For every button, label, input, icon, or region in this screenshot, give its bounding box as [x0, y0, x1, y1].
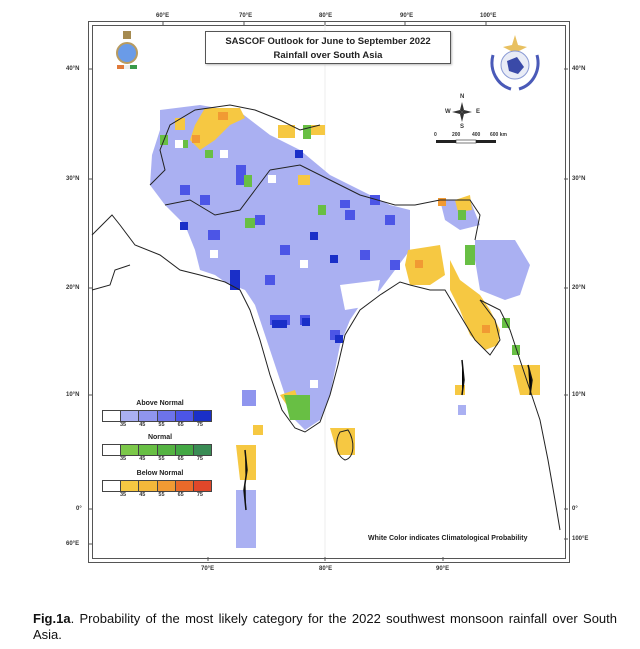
legend-above-normal-title: Above Normal: [136, 400, 184, 407]
caption-text: . Probability of the most likely categor…: [33, 611, 617, 642]
compass-east: E: [476, 109, 481, 115]
map-title-line1: SASCOF Outlook for June to September 202…: [225, 36, 431, 47]
compass-north: N: [460, 94, 465, 100]
left-tick-30n: 30°N: [66, 176, 80, 182]
legend-above-normal: Above Normal 35 45 55 65 75: [100, 400, 220, 432]
top-tick-80e: 80°E: [319, 13, 333, 19]
map-frame-outer: [88, 21, 570, 563]
above-normal-region: [150, 105, 530, 548]
right-tick-30n: 30°N: [572, 176, 586, 182]
right-tick-0: 0°: [572, 506, 578, 512]
legend: Above Normal 35 45 55 65 75 Normal 35 45 55 65 7…: [100, 400, 220, 502]
top-tick-90e: 90°E: [400, 13, 414, 19]
right-tick-40n: 40°N: [572, 66, 586, 72]
bottom-tick-80e: 80°E: [319, 566, 333, 572]
caption-label: Fig.1a: [33, 611, 71, 626]
left-tick-20n: 20°N: [66, 285, 80, 291]
imd-emblem-icon: [116, 31, 138, 69]
map-frame-inner: [92, 25, 566, 559]
legend-above-normal-ticks: 35 45 55 65 75: [120, 422, 203, 428]
scale-label-600: 600 km: [490, 132, 507, 138]
legend-below-normal-ticks: 35 45 55 65 75: [120, 492, 203, 498]
scale-label-200: 200: [452, 132, 461, 138]
compass-west: W: [445, 109, 451, 115]
wmo-emblem-icon: [490, 35, 540, 91]
island-chains: [243, 359, 533, 511]
left-tick-40n: 40°N: [66, 66, 80, 72]
right-tick-10n: 10°N: [572, 392, 586, 398]
legend-normal-title: Normal: [147, 434, 173, 441]
legend-normal-bar: [102, 444, 212, 456]
left-tick-10n: 10°N: [66, 392, 80, 398]
legend-normal-ticks: 35 45 55 65 75: [120, 456, 203, 462]
above-normal-darkest-cells: [180, 150, 343, 343]
rainfall-map: [88, 21, 568, 561]
left-tick-60e: 60°E: [66, 541, 80, 547]
legend-below-normal-bar: [102, 480, 212, 492]
map-title-line2: Rainfall over South Asia: [273, 50, 383, 61]
bottom-tick-90e: 90°E: [436, 566, 450, 572]
compass-rose-icon: [452, 102, 472, 122]
scale-bar: [436, 139, 496, 144]
top-tick-70e: 70°E: [239, 13, 253, 19]
compass-south: S: [460, 124, 465, 130]
climatology-footnote: White Color indicates Climatological Pro…: [368, 535, 528, 542]
figure-caption: Fig.1a. Probability of the most likely c…: [33, 611, 617, 643]
right-tick-100e: 100°E: [572, 536, 589, 542]
left-tick-0: 0°: [76, 506, 82, 512]
top-tick-60e: 60°E: [156, 13, 170, 19]
scale-label-400: 400: [472, 132, 481, 138]
legend-below-normal: Below Normal 35 45 55 65 75: [100, 470, 220, 502]
right-tick-20n: 20°N: [572, 285, 586, 291]
bottom-tick-70e: 70°E: [201, 566, 215, 572]
scale-label-0: 0: [434, 132, 437, 138]
legend-normal: Normal 35 45 55 65 75: [100, 434, 220, 466]
legend-below-normal-title: Below Normal: [136, 470, 184, 477]
map-title-box: SASCOF Outlook for June to September 202…: [205, 31, 451, 64]
top-tick-100e: 100°E: [480, 13, 497, 19]
below-normal-darker-cells: [192, 112, 490, 333]
legend-above-normal-bar: [102, 410, 212, 422]
